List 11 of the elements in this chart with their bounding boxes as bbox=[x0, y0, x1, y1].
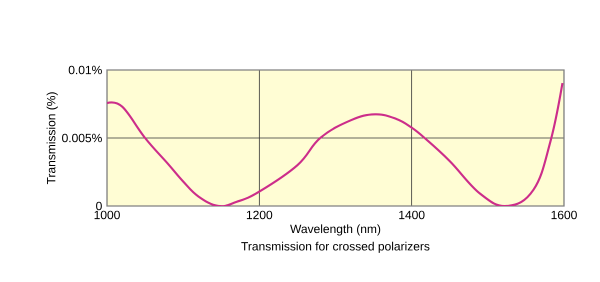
x-tick-label: 1000 bbox=[94, 210, 120, 220]
x-tick-label: 1600 bbox=[552, 210, 577, 220]
line-series bbox=[107, 82, 564, 206]
x-axis-title: Wavelength (nm) bbox=[290, 224, 380, 236]
x-tick-label: 1400 bbox=[399, 210, 425, 220]
y-tick-label: 0.01% bbox=[68, 66, 102, 74]
y-tick-label: 0 bbox=[96, 202, 102, 210]
y-tick-label: 0.005% bbox=[62, 134, 102, 142]
text: Transmission for crossed polarizers bbox=[241, 242, 430, 253]
y-axis-title: Transmission (%) bbox=[46, 92, 58, 184]
x-tick-label: 1200 bbox=[246, 210, 272, 220]
